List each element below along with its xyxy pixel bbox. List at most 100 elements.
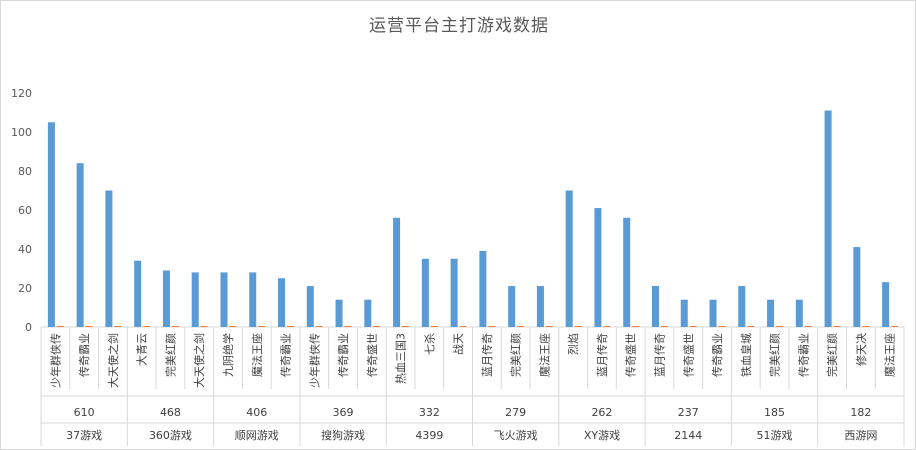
y-tick-label: 120 [11, 87, 32, 100]
y-tick-label: 40 [18, 243, 32, 256]
bar-secondary [632, 326, 640, 327]
bar-main [565, 190, 573, 327]
y-tick-label: 60 [18, 204, 32, 217]
bar-secondary [862, 326, 870, 327]
category-label: 传奇霸业 [78, 333, 91, 377]
y-tick-label: 80 [18, 165, 32, 178]
bar-main [76, 163, 84, 327]
bar-main [249, 272, 257, 327]
bar-main [767, 299, 775, 327]
bar-main [795, 299, 803, 327]
platform-label: 顺网游戏 [235, 429, 279, 442]
bar-secondary [344, 326, 352, 327]
bar-secondary [287, 326, 295, 327]
category-label: 魔法王座 [250, 333, 264, 377]
category-label: 战天 [452, 333, 465, 355]
platform-label: XY游戏 [584, 429, 620, 442]
bar-main [680, 299, 688, 327]
bar-secondary [718, 326, 726, 327]
platform-label: 4399 [415, 429, 443, 442]
bar-secondary [574, 326, 582, 327]
bar-secondary [804, 326, 812, 327]
bar-main [709, 299, 717, 327]
category-label: 九阴绝学 [221, 333, 235, 377]
group-count-label: 182 [850, 406, 871, 419]
bar-secondary [402, 326, 410, 327]
group-count-label: 468 [160, 406, 181, 419]
y-tick-label: 100 [11, 126, 32, 139]
platform-label: 360游戏 [149, 429, 192, 442]
category-label: 传奇霸业 [337, 333, 350, 377]
category-label: 大天使之剑 [106, 333, 120, 388]
bar-secondary [689, 326, 697, 327]
bar-secondary [660, 326, 668, 327]
bar-secondary [315, 326, 323, 327]
group-count-label: 610 [74, 406, 95, 419]
category-label: 蓝月传奇 [596, 333, 609, 377]
category-label: 完美红颜 [825, 333, 839, 377]
bar-secondary [56, 326, 64, 327]
bar-secondary [143, 326, 151, 327]
group-count-label: 185 [764, 406, 785, 419]
platform-label: 51游戏 [757, 429, 793, 442]
bar-secondary [459, 326, 467, 327]
category-label: 传奇霸业 [797, 333, 810, 377]
bar-secondary [430, 326, 438, 327]
bar-secondary [833, 326, 841, 327]
category-label: 传奇盛世 [365, 333, 379, 377]
bar-secondary [114, 326, 122, 327]
platform-label: 飞火游戏 [494, 429, 538, 442]
bar-secondary [229, 326, 237, 327]
bar-main [191, 272, 199, 327]
y-tick-label: 20 [18, 282, 32, 295]
platform-label: 西游网 [844, 429, 877, 442]
bar-main [134, 260, 142, 327]
category-label: 完美红颜 [509, 333, 523, 377]
category-label: 蓝月传奇 [481, 333, 494, 377]
bar-main [853, 247, 861, 327]
bar-secondary [776, 326, 784, 327]
bar-main [393, 217, 401, 327]
group-count-label: 279 [505, 406, 526, 419]
category-label: 修天决 [854, 333, 868, 366]
category-label: 完美红颜 [163, 333, 177, 377]
bar-main [278, 278, 286, 327]
bar-main [882, 282, 890, 327]
category-label: 大青云 [135, 333, 149, 366]
category-label: 少年群侠传 [307, 333, 321, 388]
category-label: 传奇霸业 [280, 333, 293, 377]
bar-main [824, 110, 832, 327]
category-label: 蓝月传奇 [653, 333, 666, 377]
group-count-label: 369 [333, 406, 354, 419]
group-count-label: 237 [678, 406, 699, 419]
bar-secondary [85, 326, 93, 327]
bar-main [105, 190, 113, 327]
bar-secondary [258, 326, 266, 327]
category-label: 大天使之剑 [192, 333, 206, 388]
category-label: 七杀 [422, 333, 436, 355]
bar-secondary [171, 326, 179, 327]
category-label: 传奇盛世 [681, 333, 695, 377]
y-tick-label: 0 [25, 321, 32, 334]
bar-secondary [373, 326, 381, 327]
category-label: 魔法王座 [537, 333, 551, 377]
platform-label: 37游戏 [66, 429, 102, 442]
bar-main [47, 122, 55, 327]
bar-main [421, 258, 429, 327]
bar-main [651, 286, 659, 327]
category-label: 热血三国3 [394, 333, 408, 384]
bar-secondary [488, 326, 496, 327]
bar-main [306, 286, 314, 327]
category-label: 完美红颜 [768, 333, 782, 377]
bar-secondary [891, 326, 899, 327]
platform-label: 2144 [674, 429, 702, 442]
bar-main [220, 272, 228, 327]
group-count-label: 406 [246, 406, 267, 419]
category-label: 传奇霸业 [711, 333, 724, 377]
category-label: 铁血皇城 [739, 333, 753, 377]
bar-secondary [200, 326, 208, 327]
bar-main [162, 270, 170, 327]
bar-secondary [603, 326, 611, 327]
bar-main [450, 258, 458, 327]
